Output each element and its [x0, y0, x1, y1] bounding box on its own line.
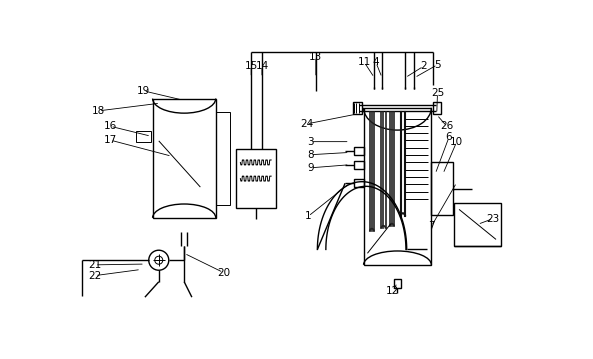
Text: 25: 25 [431, 88, 444, 98]
Text: 26: 26 [440, 121, 454, 131]
Text: 20: 20 [217, 267, 230, 278]
Bar [353, 102, 362, 114]
Text: 22: 22 [88, 271, 101, 281]
Bar [454, 203, 500, 246]
Bar [236, 149, 276, 208]
Text: 5: 5 [434, 60, 441, 70]
Text: 21: 21 [88, 260, 101, 270]
Text: 1: 1 [305, 211, 311, 222]
Text: 9: 9 [307, 163, 314, 173]
Text: 11: 11 [358, 57, 371, 67]
Bar [216, 112, 229, 205]
Text: 12: 12 [386, 286, 400, 296]
Text: 6: 6 [446, 132, 452, 142]
Bar [433, 102, 441, 114]
Bar [355, 161, 364, 169]
Text: 4: 4 [372, 57, 379, 67]
Text: 14: 14 [256, 61, 269, 71]
Bar [136, 131, 151, 142]
Text: 15: 15 [244, 61, 258, 71]
Bar [355, 180, 364, 187]
Text: 3: 3 [307, 137, 314, 146]
Text: 17: 17 [104, 135, 117, 145]
Bar [431, 162, 453, 215]
Bar [364, 108, 431, 265]
Text: 19: 19 [137, 86, 150, 96]
Text: 2: 2 [420, 61, 427, 71]
Text: 18: 18 [92, 106, 106, 116]
Text: 24: 24 [300, 119, 313, 129]
Bar [152, 98, 216, 218]
Text: 10: 10 [450, 137, 463, 146]
Text: 7: 7 [428, 222, 435, 231]
Text: 8: 8 [307, 150, 314, 160]
Text: 13: 13 [309, 52, 323, 62]
Text: 16: 16 [104, 121, 117, 131]
Bar [394, 279, 401, 288]
Text: 23: 23 [486, 214, 499, 224]
Bar [355, 147, 364, 155]
